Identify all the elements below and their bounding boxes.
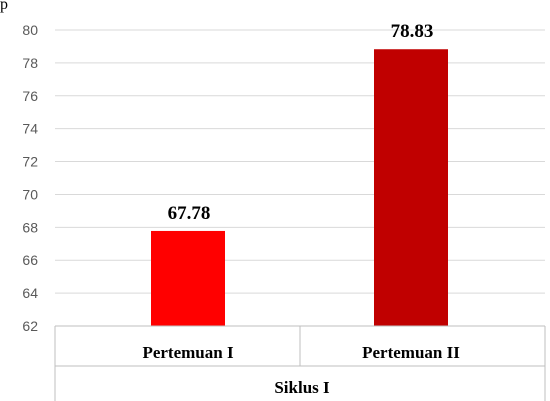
cropped-top-text: p xyxy=(0,0,8,13)
y-tick-label: 74 xyxy=(22,121,38,137)
y-tick-label: 70 xyxy=(22,186,38,202)
category-labels: Pertemuan I Pertemuan II xyxy=(142,343,460,362)
data-label-2: 78.83 xyxy=(391,21,434,42)
y-tick-label: 72 xyxy=(22,154,38,170)
y-tick-label: 80 xyxy=(22,22,38,38)
y-tick-label: 76 xyxy=(22,88,38,104)
y-tick-label: 66 xyxy=(22,252,38,268)
y-tick-label: 78 xyxy=(22,55,38,71)
y-tick-label: 68 xyxy=(22,219,38,235)
y-tick-label: 62 xyxy=(22,318,38,334)
category-label-1: Pertemuan I xyxy=(142,343,234,362)
y-tick-label: 64 xyxy=(22,285,38,301)
data-labels: 67.78 78.83 xyxy=(168,21,434,224)
gridlines xyxy=(55,29,545,294)
axis-frame xyxy=(54,325,546,401)
category-label-2: Pertemuan II xyxy=(362,343,460,362)
data-label-1: 67.78 xyxy=(168,203,211,224)
group-label-siklus: Siklus I xyxy=(274,378,330,397)
bar-1 xyxy=(151,230,225,326)
bars xyxy=(151,49,448,327)
y-axis-tick-labels: 62 64 66 68 70 72 74 76 78 80 xyxy=(22,22,38,334)
bar-2 xyxy=(374,49,448,327)
